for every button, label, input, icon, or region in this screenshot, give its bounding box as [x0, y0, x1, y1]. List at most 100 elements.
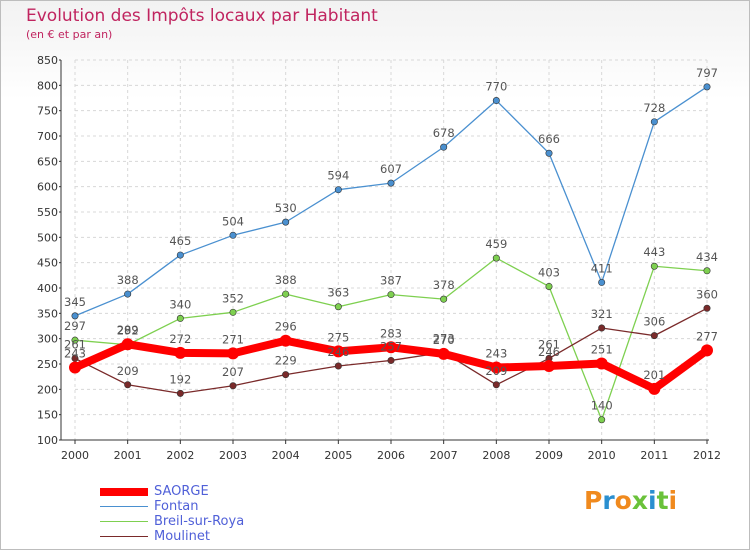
data-label-moulinet: 360	[696, 287, 718, 301]
data-point-saorge	[174, 346, 187, 359]
data-point-saorge	[332, 345, 345, 358]
legend-label-saorge: SAORGE	[154, 484, 209, 499]
data-point-moulinet	[282, 371, 290, 379]
data-label-breil-sur-roya: 403	[538, 265, 560, 279]
x-tick-label: 2003	[219, 449, 247, 462]
data-point-fontan	[71, 312, 79, 320]
data-point-saorge	[279, 334, 292, 347]
data-point-saorge	[595, 357, 608, 370]
data-label-breil-sur-roya: 434	[696, 250, 718, 264]
data-point-moulinet	[124, 381, 132, 389]
y-tick-label: 100	[37, 434, 58, 447]
data-label-saorge: 272	[169, 332, 191, 346]
data-point-saorge	[648, 382, 661, 395]
x-tick-label: 2008	[482, 449, 510, 462]
y-tick-label: 200	[37, 383, 58, 396]
data-label-fontan: 728	[643, 101, 665, 115]
data-label-breil-sur-roya: 388	[275, 273, 297, 287]
data-label-fontan: 465	[169, 234, 191, 248]
data-point-breil-sur-roya	[71, 336, 79, 344]
data-label-saorge: 243	[64, 347, 86, 361]
x-tick-label: 2002	[166, 449, 194, 462]
data-label-breil-sur-roya: 443	[643, 245, 665, 259]
data-label-breil-sur-roya: 459	[485, 237, 507, 251]
logo-letter: t	[656, 486, 669, 515]
data-label-saorge: 201	[643, 368, 665, 382]
x-tick-label: 2001	[114, 449, 142, 462]
y-tick-label: 250	[37, 358, 58, 371]
x-tick-label: 2006	[377, 449, 405, 462]
data-label-fontan: 797	[696, 66, 718, 80]
x-tick-label: 2011	[640, 449, 668, 462]
data-label-fontan: 411	[591, 261, 613, 275]
data-label-saorge: 296	[275, 320, 297, 334]
data-label-saorge: 275	[327, 330, 349, 344]
y-tick-label: 750	[37, 105, 58, 118]
data-point-saorge	[437, 347, 450, 360]
data-point-breil-sur-roya	[598, 416, 606, 424]
y-tick-label: 300	[37, 333, 58, 346]
data-point-moulinet	[176, 389, 184, 397]
y-tick-label: 600	[37, 181, 58, 194]
x-tick-label: 2012	[693, 449, 721, 462]
logo-letter: o	[614, 486, 632, 515]
x-tick-label: 2010	[588, 449, 616, 462]
data-label-saorge: 289	[117, 323, 139, 337]
data-label-saorge: 271	[222, 332, 244, 346]
data-label-moulinet: 306	[643, 315, 665, 329]
data-label-saorge: 251	[591, 342, 613, 356]
data-label-fontan: 666	[538, 132, 560, 146]
data-label-moulinet: 192	[169, 372, 191, 386]
legend-swatch-fontan	[100, 506, 148, 507]
data-point-breil-sur-roya	[492, 254, 500, 262]
data-point-moulinet	[598, 324, 606, 332]
data-label-saorge: 277	[696, 329, 718, 343]
data-point-moulinet	[492, 381, 500, 389]
legend-item-moulinet: Moulinet	[100, 529, 400, 544]
data-label-breil-sur-roya: 387	[380, 274, 402, 288]
logo-letter: r	[602, 486, 615, 515]
proxiti-logo: Proxiti	[584, 486, 677, 515]
data-point-fontan	[545, 149, 553, 157]
data-point-breil-sur-roya	[650, 262, 658, 270]
y-tick-label: 500	[37, 231, 58, 244]
legend-label-moulinet: Moulinet	[154, 529, 210, 544]
data-label-saorge: 243	[485, 347, 507, 361]
data-point-fontan	[703, 83, 711, 91]
data-label-moulinet: 261	[64, 337, 86, 351]
legend-item-fontan: Fontan	[100, 499, 400, 514]
data-point-breil-sur-roya	[334, 303, 342, 311]
data-label-breil-sur-roya: 297	[64, 319, 86, 333]
data-label-breil-sur-roya: 140	[591, 399, 613, 413]
data-label-breil-sur-roya: 378	[433, 278, 455, 292]
data-point-moulinet	[650, 332, 658, 340]
data-point-breil-sur-roya	[703, 267, 711, 275]
data-point-fontan	[492, 97, 500, 105]
data-point-saorge	[543, 360, 555, 373]
data-point-fontan	[598, 278, 606, 286]
data-point-moulinet	[387, 356, 395, 364]
data-point-breil-sur-roya	[282, 290, 290, 298]
legend-swatch-saorge	[100, 488, 148, 496]
y-tick-label: 650	[37, 155, 58, 168]
legend-swatch-moulinet	[100, 536, 148, 537]
y-tick-label: 150	[37, 409, 58, 422]
legend-item-breil: Breil-sur-Roya	[100, 514, 400, 529]
data-point-moulinet	[229, 382, 237, 390]
data-label-fontan: 530	[275, 201, 297, 215]
data-label-saorge: 283	[380, 326, 402, 340]
logo-letter: i	[668, 486, 678, 515]
legend-label-fontan: Fontan	[154, 499, 199, 514]
data-label-moulinet: 246	[327, 345, 349, 359]
data-point-fontan	[176, 251, 184, 259]
data-point-fontan	[650, 118, 658, 126]
x-tick-label: 2000	[61, 449, 89, 462]
data-label-fontan: 678	[433, 126, 455, 140]
legend-item-saorge: SAORGE	[100, 484, 400, 499]
y-tick-label: 550	[37, 206, 58, 219]
data-point-saorge	[490, 361, 503, 374]
data-point-moulinet	[703, 304, 711, 312]
y-tick-label: 400	[37, 282, 58, 295]
data-label-breil-sur-roya: 363	[327, 286, 349, 300]
y-tick-label: 850	[37, 54, 58, 67]
